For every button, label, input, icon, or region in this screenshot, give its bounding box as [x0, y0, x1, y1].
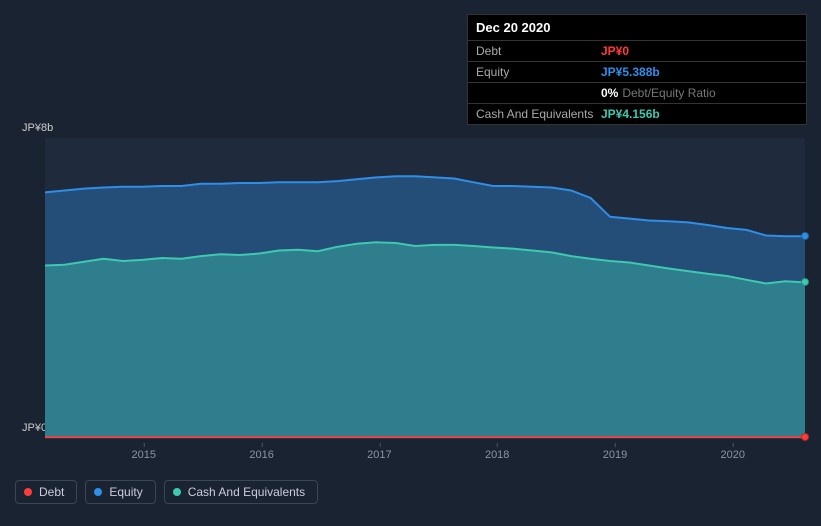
y-axis-label-bottom: JP¥0 [22, 422, 47, 434]
tooltip-row-label: Cash And Equivalents [476, 107, 601, 121]
series-endpoint-dot [801, 232, 809, 240]
x-axis: 2015 2016 2017 2018 2019 2020 [45, 443, 805, 463]
legend-item-equity[interactable]: Equity [85, 480, 155, 504]
tooltip-row: 0% Debt/Equity Ratio [468, 82, 806, 103]
plot-area[interactable] [45, 138, 805, 438]
tooltip-row-value: JP¥0 [601, 44, 629, 58]
y-axis-label-top: JP¥8b [22, 122, 53, 134]
hover-tooltip: Dec 20 2020 DebtJP¥0EquityJP¥5.388b0%Deb… [467, 14, 807, 125]
tooltip-row: EquityJP¥5.388b [468, 61, 806, 82]
tooltip-row-value: 0% [601, 86, 618, 100]
tooltip-row-label: Debt [476, 44, 601, 58]
x-axis-tick: 2019 [603, 449, 627, 461]
tooltip-row: DebtJP¥0 [468, 40, 806, 61]
legend-item-debt[interactable]: Debt [15, 480, 77, 504]
legend-label: Equity [109, 485, 142, 499]
x-axis-tick: 2020 [721, 449, 745, 461]
legend-label: Debt [39, 485, 64, 499]
x-axis-tick: 2016 [249, 449, 273, 461]
debt-equity-chart: JP¥8b JP¥0 2015 2016 2017 2018 2019 2020 [15, 118, 805, 473]
tooltip-row-value: JP¥5.388b [601, 65, 660, 79]
x-axis-tick: 2018 [485, 449, 509, 461]
tooltip-row-label: Equity [476, 65, 601, 79]
tooltip-row-suffix: Debt/Equity Ratio [622, 86, 715, 100]
x-axis-tick: 2015 [132, 449, 156, 461]
legend-item-cash[interactable]: Cash And Equivalents [164, 480, 318, 504]
legend-label: Cash And Equivalents [188, 485, 305, 499]
tooltip-date: Dec 20 2020 [468, 15, 806, 40]
tooltip-row-label [476, 86, 601, 100]
tooltip-row: Cash And EquivalentsJP¥4.156b [468, 103, 806, 124]
gridline [45, 438, 805, 439]
legend-dot-icon [24, 488, 32, 496]
series-endpoint-dot [801, 433, 809, 441]
series-endpoint-dot [801, 278, 809, 286]
tooltip-row-value: JP¥4.156b [601, 107, 660, 121]
x-axis-tick: 2017 [367, 449, 391, 461]
legend-dot-icon [173, 488, 181, 496]
legend-dot-icon [94, 488, 102, 496]
legend: Debt Equity Cash And Equivalents [15, 480, 318, 504]
